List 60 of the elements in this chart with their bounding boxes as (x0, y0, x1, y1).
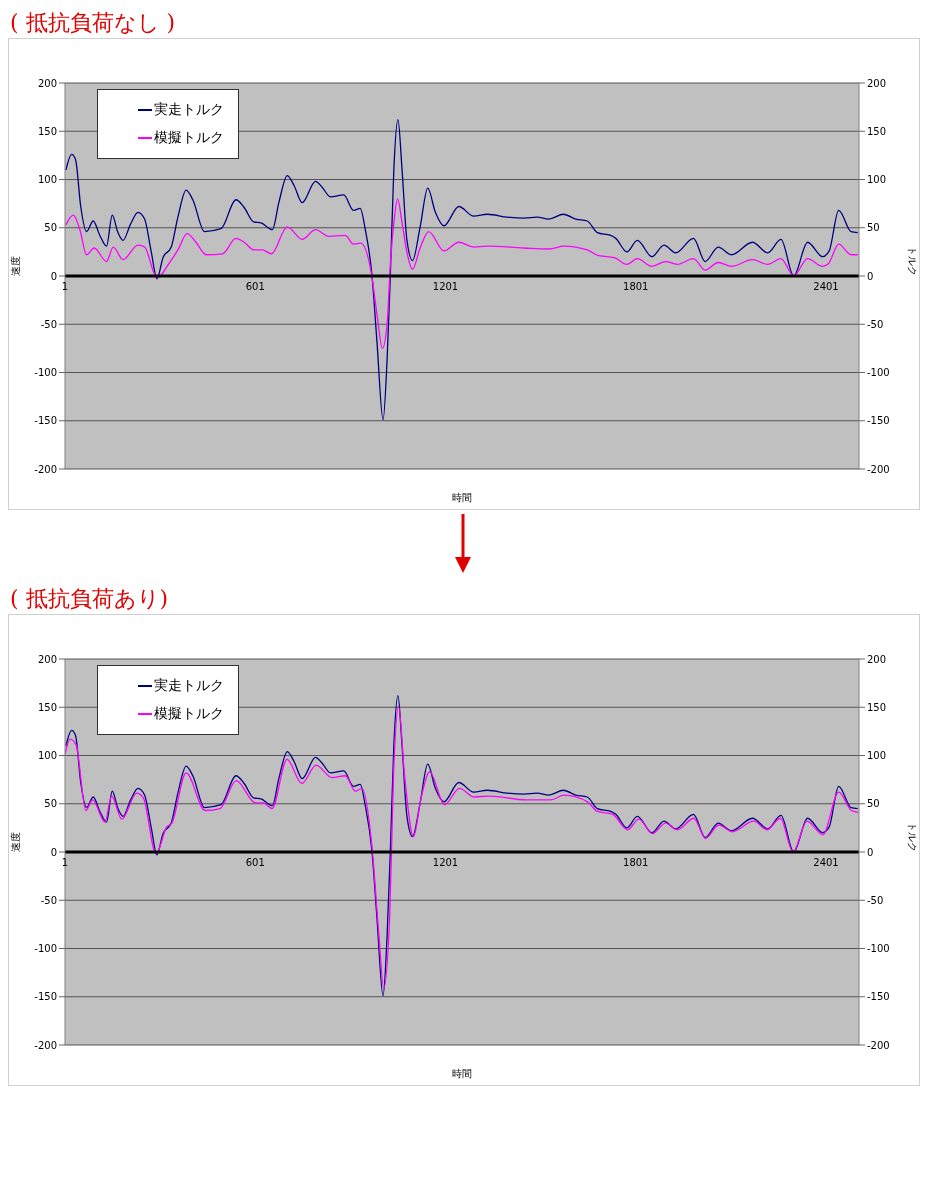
chart-title: ( 抵抗負荷なし ) (9, 9, 177, 37)
chart-title: ( 抵抗負荷あり) (9, 585, 170, 613)
legend-label: 模擬トルク (154, 705, 224, 723)
y2-tick-label: -200 (867, 463, 890, 475)
line-series (65, 119, 859, 421)
y-tick-label: 100 (37, 750, 57, 762)
y2-axis-title: トルク (907, 822, 919, 852)
x-tick-label: 2401 (813, 857, 839, 868)
y-tick-label: -150 (34, 991, 57, 1003)
y2-tick-label: -100 (867, 367, 890, 379)
y-tick-label: 0 (50, 270, 57, 282)
y-tick-label: 200 (37, 77, 57, 89)
x-tick-label: 1 (61, 857, 69, 868)
y2-tick-label: -50 (867, 318, 884, 330)
y2-tick-label: 50 (867, 222, 880, 234)
y-tick-label: -50 (40, 894, 57, 906)
y2-tick-label: 150 (867, 701, 887, 713)
y2-tick-label: 100 (867, 750, 887, 762)
legend-label: 実走トルク (154, 677, 224, 695)
x-tick-label: 2401 (813, 281, 839, 292)
y-tick-label: 50 (44, 222, 57, 234)
y-tick-label: 100 (37, 174, 57, 186)
y-tick-label: 200 (37, 653, 57, 665)
y2-tick-label: -150 (867, 991, 890, 1003)
y-tick-label: -150 (34, 415, 57, 427)
legend-label: 実走トルク (154, 101, 224, 119)
y2-axis-title: トルク (907, 246, 919, 276)
y2-tick-label: 100 (867, 174, 887, 186)
x-axis-title: 時間 (452, 492, 472, 503)
y2-tick-label: 0 (867, 846, 874, 858)
y2-tick-label: -200 (867, 1039, 890, 1051)
y2-tick-label: 200 (867, 77, 887, 89)
y-tick-label: 150 (37, 701, 57, 713)
line-series (65, 198, 859, 350)
x-axis-title: 時間 (452, 1068, 472, 1079)
x-tick-label: 1 (61, 281, 69, 292)
y2-tick-label: 200 (867, 653, 887, 665)
y2-tick-label: -50 (867, 894, 884, 906)
y-tick-label: 0 (50, 846, 57, 858)
y-tick-label: 150 (37, 125, 57, 137)
y-tick-label: -200 (34, 463, 57, 475)
y-axis-title: 速度 (9, 832, 21, 852)
y2-tick-label: -100 (867, 943, 890, 955)
y-tick-label: -100 (34, 367, 57, 379)
x-tick-label: 601 (245, 857, 265, 868)
x-tick-label: 601 (245, 281, 265, 292)
x-tick-label: 1801 (623, 281, 649, 292)
y-tick-label: -100 (34, 943, 57, 955)
x-tick-label: 1801 (623, 857, 649, 868)
y2-tick-label: 150 (867, 125, 887, 137)
legend-label: 模擬トルク (154, 129, 224, 147)
y2-tick-label: 0 (867, 270, 874, 282)
y-tick-label: -50 (40, 318, 57, 330)
y2-tick-label: -150 (867, 415, 890, 427)
x-tick-label: 1201 (432, 281, 459, 292)
y2-tick-label: 50 (867, 798, 880, 810)
y-tick-label: 50 (44, 798, 57, 810)
x-tick-label: 1201 (432, 857, 459, 868)
y-tick-label: -200 (34, 1039, 57, 1051)
y-axis-title: 速度 (9, 256, 21, 276)
